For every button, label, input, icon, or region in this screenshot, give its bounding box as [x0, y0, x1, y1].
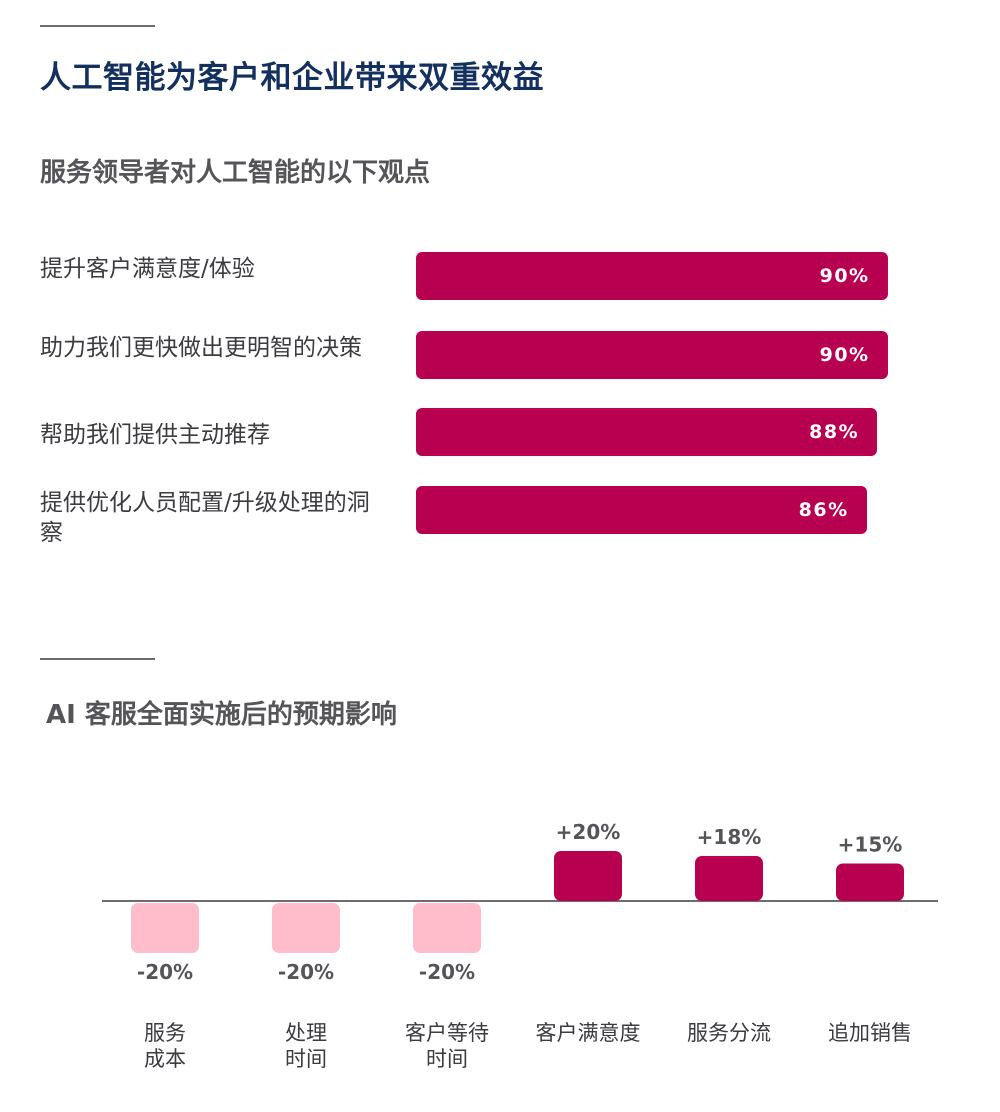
- data-label: +20%: [556, 820, 621, 844]
- page-title: 人工智能为客户和企业带来双重效益: [40, 60, 544, 96]
- data-label: -20%: [278, 960, 334, 984]
- bar: [413, 903, 481, 953]
- category-label: 客户等待: [405, 1021, 489, 1045]
- category-label: 追加销售: [828, 1021, 912, 1045]
- data-label: -20%: [419, 960, 475, 984]
- category-label: 处理: [285, 1021, 327, 1045]
- category-label: 客户满意度: [536, 1021, 641, 1045]
- divider: [40, 25, 155, 27]
- bar: 90%: [416, 331, 888, 379]
- bar: [695, 856, 763, 901]
- category-label: 提升客户满意度/体验: [40, 256, 255, 282]
- bar: [554, 851, 622, 901]
- data-label: 86%: [798, 499, 849, 521]
- bar: 86%: [416, 486, 867, 534]
- category-label: 助力我们更快做出更明智的决策: [40, 335, 362, 361]
- data-label: +18%: [697, 825, 762, 849]
- bar: 88%: [416, 408, 878, 456]
- chart2-title: AI 客服全面实施后的预期影响: [46, 700, 397, 730]
- bar: [836, 863, 904, 901]
- data-label: -20%: [137, 960, 193, 984]
- bar: [272, 903, 340, 953]
- category-label: 成本: [144, 1047, 186, 1071]
- category-label: 帮助我们提供主动推荐: [40, 422, 270, 448]
- category-label: 服务: [144, 1021, 186, 1045]
- category-label: 服务分流: [687, 1021, 771, 1045]
- category-label: 时间: [285, 1047, 327, 1071]
- bar: 90%: [416, 252, 888, 300]
- chart1-title: 服务领导者对人工智能的以下观点: [40, 158, 431, 188]
- data-label: 90%: [819, 344, 870, 366]
- category-label: 时间: [426, 1047, 468, 1071]
- data-label: 88%: [809, 421, 860, 443]
- category-label: 提供优化人员配置/升级处理的洞察: [40, 490, 370, 546]
- divider: [40, 658, 155, 660]
- data-label: +15%: [838, 833, 903, 857]
- bar: [131, 903, 199, 953]
- data-label: 90%: [819, 265, 870, 287]
